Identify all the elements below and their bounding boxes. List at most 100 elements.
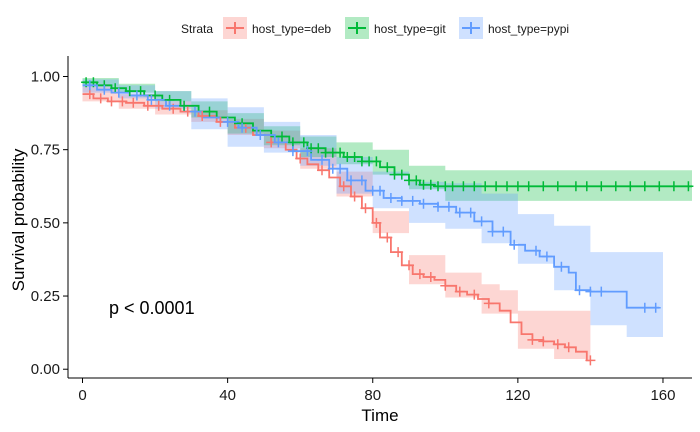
censor-mark-host-type-deb xyxy=(454,286,465,297)
censor-mark-host-type-pypi xyxy=(476,216,487,227)
censor-mark-host-type-pypi xyxy=(356,175,367,186)
censor-mark-host-type-deb xyxy=(483,298,494,309)
censor-mark-host-type-git xyxy=(581,181,592,192)
censor-mark-host-type-deb xyxy=(142,100,153,111)
censor-mark-host-type-git xyxy=(512,181,523,192)
censor-mark-host-type-deb xyxy=(371,217,382,228)
censor-mark-host-type-pypi xyxy=(418,198,429,209)
censor-mark-host-type-pypi xyxy=(99,84,110,95)
x-axis-ticks: 0 40 80 120 160 xyxy=(78,378,675,404)
legend: Strata host_type=deb host_type=git host_ty… xyxy=(181,17,569,39)
censor-mark-host-type-deb xyxy=(128,97,139,108)
censor-mark-host-type-pypi xyxy=(255,130,266,140)
censor-mark-host-type-deb xyxy=(360,203,371,214)
y-axis-title: Survival probability xyxy=(9,148,28,291)
censor-mark-host-type-git xyxy=(382,162,393,173)
censor-mark-host-type-git xyxy=(523,181,534,192)
censor-mark-host-type-pypi xyxy=(302,146,313,157)
censor-mark-host-type-deb xyxy=(538,336,549,347)
censor-mark-host-type-deb xyxy=(404,260,414,271)
censor-mark-host-type-deb xyxy=(197,111,208,121)
axes: 0 40 80 120 160 0.00 0.25 0.50 0.75 1.00 xyxy=(31,56,692,404)
censor-mark-host-type-deb xyxy=(84,89,95,100)
censor-mark-host-type-pypi xyxy=(596,286,607,297)
censor-mark-host-type-git xyxy=(396,169,407,180)
censor-mark-host-type-git xyxy=(371,156,382,167)
censor-mark-host-type-deb xyxy=(563,342,574,353)
censor-mark-host-type-git xyxy=(668,181,679,192)
legend-item-host-type-deb: host_type=deb xyxy=(223,17,331,39)
y-tick-label: 1.00 xyxy=(31,68,60,85)
censor-mark-host-type-deb xyxy=(469,289,480,300)
x-tick-label: 80 xyxy=(364,387,381,404)
censor-mark-host-type-pypi xyxy=(190,106,200,117)
censor-mark-host-type-git xyxy=(552,181,563,192)
censor-mark-host-type-pypi xyxy=(113,87,124,98)
censor-mark-host-type-pypi xyxy=(498,226,509,237)
censor-mark-host-type-git xyxy=(538,181,549,192)
ci-band-host-type-deb xyxy=(82,86,591,367)
censor-mark-host-type-pypi xyxy=(556,261,567,272)
confidence-bands xyxy=(82,78,692,367)
censor-mark-host-type-deb xyxy=(295,153,306,164)
legend-item-host-type-pypi: host_type=pypi xyxy=(459,17,569,39)
censor-mark-host-type-git xyxy=(596,181,607,192)
p-value-annotation: p < 0.0001 xyxy=(109,298,195,318)
censor-mark-host-type-pypi xyxy=(317,154,327,165)
x-tick-label: 40 xyxy=(219,387,236,404)
censor-mark-host-type-git xyxy=(298,137,309,148)
censor-mark-host-type-pypi xyxy=(541,251,552,262)
censor-mark-host-type-git xyxy=(469,181,480,192)
ci-band-host-type-pypi xyxy=(82,79,663,338)
x-tick-label: 160 xyxy=(650,387,675,404)
censor-mark-host-type-pypi xyxy=(287,146,298,157)
survival-curve-host-type-pypi xyxy=(82,84,660,309)
censor-mark-host-type-deb xyxy=(585,355,596,366)
censor-mark-host-type-git xyxy=(683,181,694,192)
censor-mark-host-type-git xyxy=(335,147,346,158)
censor-mark-host-type-deb xyxy=(552,339,563,350)
censor-mark-host-type-pypi xyxy=(407,195,418,206)
censor-mark-host-type-deb xyxy=(95,93,106,104)
censor-mark-host-type-git xyxy=(447,181,458,192)
x-tick-label: 0 xyxy=(78,387,86,404)
censor-mark-host-type-pypi xyxy=(346,175,356,186)
censor-mark-host-type-git xyxy=(349,152,360,162)
censor-mark-host-type-pypi xyxy=(487,226,498,237)
censor-mark-host-type-deb xyxy=(527,334,538,345)
censor-mark-host-type-git xyxy=(654,181,665,192)
y-tick-label: 0.50 xyxy=(31,215,60,232)
censor-mark-host-type-deb xyxy=(106,96,117,107)
censor-mark-host-type-pypi xyxy=(443,201,454,212)
censor-mark-host-type-pypi xyxy=(146,94,157,105)
censor-mark-host-type-pypi xyxy=(84,80,95,91)
censor-mark-host-type-pypi xyxy=(335,163,346,174)
censor-mark-host-type-deb xyxy=(117,96,128,107)
legend-label-host-type-git: host_type=git xyxy=(374,22,446,36)
censor-mark-host-type-pypi xyxy=(574,285,585,296)
censor-mark-host-type-deb xyxy=(425,272,436,282)
x-axis-title: Time xyxy=(361,406,398,425)
plot-area xyxy=(81,77,694,367)
censor-mark-host-type-deb xyxy=(153,100,164,111)
censor-mark-host-type-pypi xyxy=(237,122,248,133)
censor-mark-host-type-git xyxy=(625,181,636,192)
censor-mark-host-type-git xyxy=(491,181,502,192)
censor-mark-host-type-pypi xyxy=(585,286,596,297)
y-tick-label: 0.25 xyxy=(31,288,60,305)
censor-mark-host-type-pypi xyxy=(650,302,661,313)
censor-mark-host-type-pypi xyxy=(396,195,407,206)
censor-mark-host-type-pypi xyxy=(222,116,233,127)
censor-marks xyxy=(81,77,694,366)
legend-label-host-type-deb: host_type=deb xyxy=(252,22,331,36)
censor-mark-host-type-pypi xyxy=(531,245,541,256)
censor-mark-host-type-pypi xyxy=(375,185,385,196)
censor-mark-host-type-deb xyxy=(317,165,327,176)
censor-mark-host-type-deb xyxy=(393,247,404,258)
censor-mark-host-type-pypi xyxy=(639,302,650,313)
censor-mark-host-type-git xyxy=(639,181,650,192)
censor-mark-host-type-deb xyxy=(440,280,451,291)
legend-symbol-host-type-deb xyxy=(226,22,244,34)
censor-mark-host-type-git xyxy=(277,131,287,142)
